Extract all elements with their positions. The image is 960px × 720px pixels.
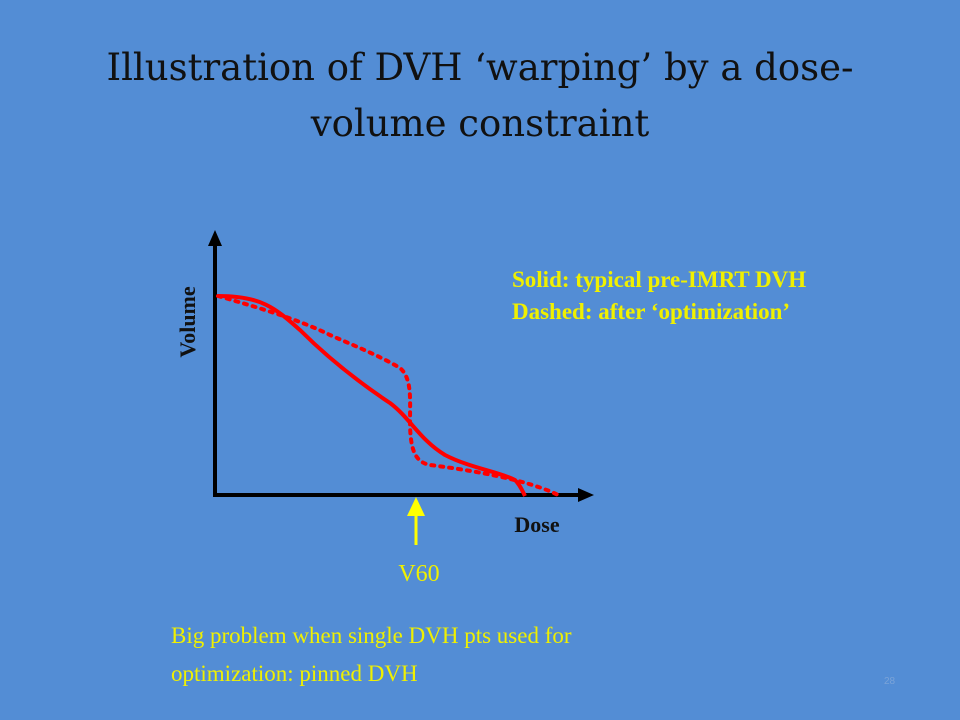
- v60-label: V60: [398, 561, 439, 587]
- caption-line-1: Big problem when single DVH pts used for: [171, 623, 572, 648]
- v60-marker-arrowhead: [407, 497, 425, 516]
- slide-caption: Big problem when single DVH pts used for…: [171, 617, 572, 693]
- x-axis-arrowhead: [578, 488, 594, 502]
- legend-solid-text: Solid: typical pre-IMRT DVH: [512, 267, 807, 292]
- solid-dvh-curve: [217, 294, 527, 497]
- y-axis-label: Volume: [175, 286, 200, 358]
- dashed-dvh-curve: [216, 294, 562, 498]
- slide-title-line-2: volume constraint: [310, 102, 650, 145]
- caption-line-2: optimization: pinned DVH: [171, 661, 418, 686]
- slide-number: 28: [884, 676, 896, 687]
- legend-dashed-text: Dashed: after ‘optimization’: [512, 299, 791, 324]
- curve-legend: Solid: typical pre-IMRT DVH Dashed: afte…: [512, 264, 806, 328]
- y-axis-arrowhead: [208, 230, 222, 246]
- x-axis-label: Dose: [514, 512, 559, 537]
- slide-title-line-1: Illustration of DVH ‘warping’ by a dose-: [106, 46, 854, 89]
- slide-title: Illustration of DVH ‘warping’ by a dose-…: [40, 40, 920, 152]
